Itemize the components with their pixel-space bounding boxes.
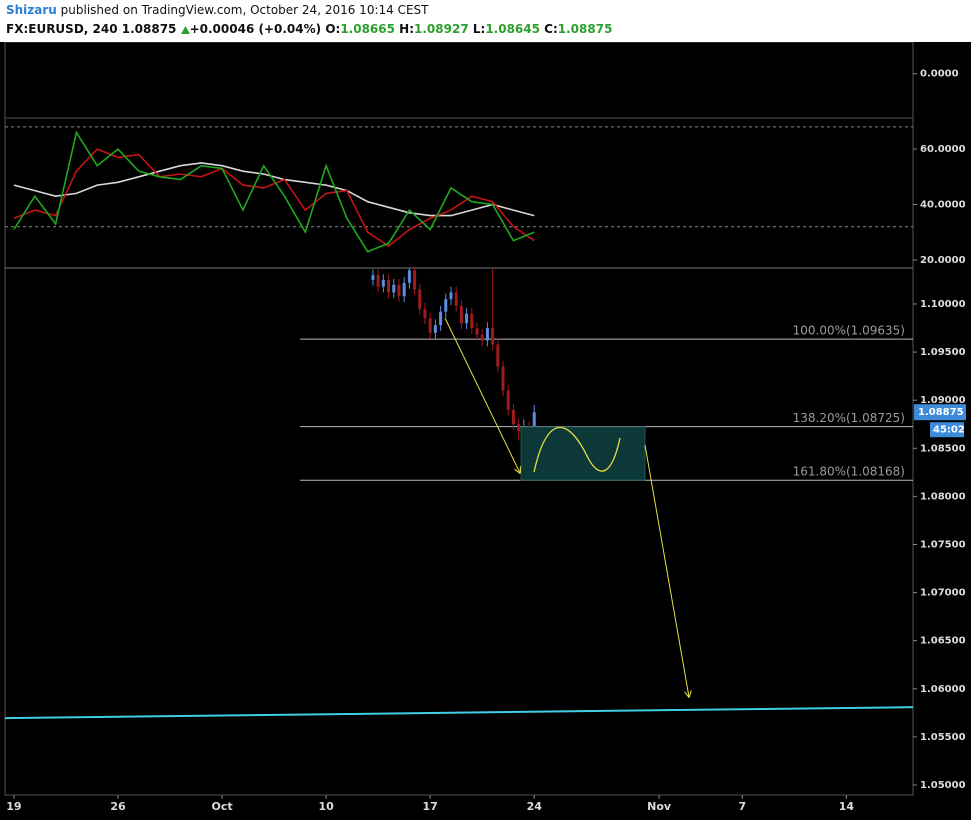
y-tick-label: 1.07500 bbox=[920, 539, 966, 550]
high-label: H: bbox=[399, 22, 415, 36]
oscillator bbox=[5, 126, 913, 253]
last-price-label: 1.08875 bbox=[918, 407, 964, 418]
oscillator-line bbox=[13, 130, 535, 253]
candle-body bbox=[428, 318, 432, 333]
candle-body bbox=[485, 328, 489, 341]
x-tick-label: 26 bbox=[110, 800, 126, 813]
candle-body bbox=[381, 279, 385, 287]
fib-label: 100.00%(1.09635) bbox=[793, 324, 905, 338]
candle-body bbox=[376, 275, 380, 287]
candle-body bbox=[392, 284, 396, 293]
high: 1.08927 bbox=[414, 22, 469, 36]
open: 1.08665 bbox=[340, 22, 395, 36]
symbol: FX:EURUSD, 240 bbox=[6, 22, 118, 36]
candle-body bbox=[423, 308, 427, 319]
y-tick-label: 1.08000 bbox=[920, 491, 966, 502]
last: 1.08875 bbox=[121, 22, 177, 36]
arrow bbox=[644, 444, 689, 697]
low-label: L: bbox=[472, 22, 486, 36]
countdown-box bbox=[930, 422, 964, 438]
candle-body bbox=[371, 275, 375, 280]
layer: 0.0000 60.0000 40.0000 20.0000 1.10000 1.0950… bbox=[5, 69, 966, 813]
y-tick-label: 1.09000 bbox=[920, 395, 966, 406]
x-tick-label: Nov bbox=[647, 800, 672, 813]
target-zone bbox=[520, 426, 646, 481]
candle-body bbox=[439, 311, 443, 326]
candle-body bbox=[491, 328, 495, 345]
y-tick-label: 40.0000 bbox=[920, 200, 966, 211]
candle-body bbox=[397, 284, 401, 297]
y-tick-label: 0.0000 bbox=[920, 69, 959, 80]
candle-body bbox=[449, 292, 453, 300]
up-arrow bbox=[180, 25, 190, 34]
y-tick-label: 1.08500 bbox=[920, 443, 966, 454]
candle-body bbox=[407, 270, 411, 283]
y-tick-label: 1.05000 bbox=[920, 780, 966, 791]
fib-label: 138.20%(1.08725) bbox=[793, 411, 905, 425]
oscillator-line bbox=[13, 162, 535, 217]
close: 1.08875 bbox=[557, 22, 613, 36]
x-tick-label: 14 bbox=[839, 800, 855, 813]
y-tick-label: 60.0000 bbox=[920, 144, 966, 155]
y-tick-label: 1.06500 bbox=[920, 636, 966, 647]
x-tick-label: 10 bbox=[318, 800, 334, 813]
symbol-line: FX:EURUSD, 240 1.08875 +0.00046 (+0.04%)… bbox=[6, 22, 612, 36]
y-tick-label: 1.10000 bbox=[920, 299, 966, 310]
x-tick-label: Oct bbox=[211, 800, 232, 813]
candle-body bbox=[444, 299, 448, 312]
background bbox=[0, 42, 971, 820]
fib-label: 161.80%(1.08168) bbox=[793, 465, 905, 479]
change: +0.00046 (+0.04%) bbox=[189, 22, 322, 36]
candle-body bbox=[454, 292, 458, 306]
candle-body bbox=[517, 424, 521, 431]
close-label: C: bbox=[544, 22, 558, 36]
candle-body bbox=[387, 279, 391, 293]
x-tick-label: 19 bbox=[6, 800, 21, 813]
candle-body bbox=[480, 334, 484, 341]
chart: 0.0000 60.0000 40.0000 20.0000 1.10000 1.0950… bbox=[0, 42, 971, 820]
last-price-box bbox=[914, 404, 966, 421]
y-tick-label: 1.07000 bbox=[920, 588, 966, 599]
candle-body bbox=[532, 412, 536, 433]
countdown-label: 45:02 bbox=[933, 425, 965, 436]
published: published on TradingView.com, October 24… bbox=[60, 3, 429, 17]
arrow bbox=[444, 317, 520, 473]
candle-body bbox=[413, 270, 417, 290]
plot-frame bbox=[4, 42, 914, 796]
trend-line bbox=[5, 706, 913, 720]
header: Shizaru published on TradingView.com, Oc… bbox=[0, 0, 971, 42]
candle-body bbox=[402, 282, 406, 297]
author[interactable]: Shizaru bbox=[6, 3, 57, 17]
publish-line: Shizaru published on TradingView.com, Oc… bbox=[6, 3, 428, 17]
y-tick-label: 1.05500 bbox=[920, 732, 966, 743]
candle-body bbox=[459, 305, 463, 324]
candle-body bbox=[496, 344, 500, 367]
oscillator-line bbox=[13, 148, 535, 248]
candle-body bbox=[506, 390, 510, 410]
y-tick-label: 1.09500 bbox=[920, 347, 966, 358]
x-tick-label: 24 bbox=[527, 800, 543, 813]
candle-body bbox=[465, 313, 469, 324]
low: 1.08645 bbox=[485, 22, 540, 36]
y-tick-label: 1.06000 bbox=[920, 684, 966, 695]
candle-body bbox=[511, 409, 515, 425]
candle-body bbox=[433, 325, 437, 333]
x-tick-label: 17 bbox=[423, 800, 438, 813]
candle-body bbox=[475, 328, 479, 335]
projected-wave bbox=[533, 426, 621, 473]
candle-body bbox=[501, 366, 505, 391]
x-tick-label: 7 bbox=[739, 800, 747, 813]
y-tick-label: 20.0000 bbox=[920, 255, 966, 266]
candle-body bbox=[418, 289, 422, 309]
candle-body bbox=[470, 313, 474, 329]
open-label: O: bbox=[325, 22, 341, 36]
